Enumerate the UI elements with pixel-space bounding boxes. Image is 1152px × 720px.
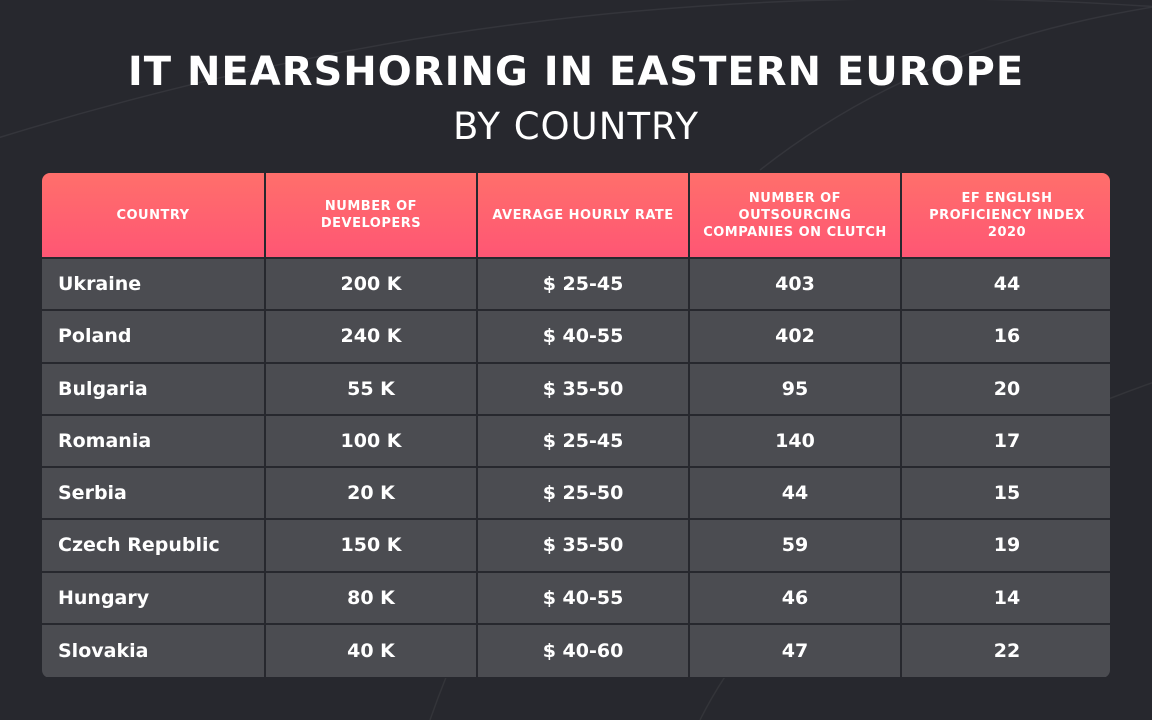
cell-english-index: 14: [902, 572, 1110, 625]
cell-developers: 55 K: [266, 363, 476, 416]
cell-outsourcing-companies: 44: [690, 468, 900, 521]
cell-developers: 20 K: [266, 468, 476, 521]
cell-hourly-rate: $ 25-45: [478, 259, 688, 312]
cell-english-index: 44: [902, 259, 1110, 312]
cell-country: Romania: [42, 415, 264, 468]
cell-hourly-rate: $ 35-50: [478, 363, 688, 416]
cell-english-index: 19: [902, 520, 1110, 573]
cell-hourly-rate: $ 40-55: [478, 311, 688, 364]
cell-english-index: 22: [902, 624, 1110, 677]
cell-country: Bulgaria: [42, 363, 264, 416]
cell-hourly-rate: $ 40-55: [478, 572, 688, 625]
column-header-english-index: EF ENGLISH PROFICIENCY INDEX 2020: [902, 173, 1110, 259]
cell-country: Poland: [42, 311, 264, 364]
cell-developers: 100 K: [266, 415, 476, 468]
cell-developers: 240 K: [266, 311, 476, 364]
column-header-developers: NUMBER OF DEVELOPERS: [266, 173, 476, 259]
cell-developers: 80 K: [266, 572, 476, 625]
cell-hourly-rate: $ 40-60: [478, 624, 688, 677]
cell-outsourcing-companies: 59: [690, 520, 900, 573]
cell-developers: 200 K: [266, 259, 476, 312]
cell-developers: 150 K: [266, 520, 476, 573]
cell-outsourcing-companies: 403: [690, 259, 900, 312]
column-header-hourly-rate: AVERAGE HOURLY RATE: [478, 173, 688, 259]
cell-country: Hungary: [42, 572, 264, 625]
cell-hourly-rate: $ 35-50: [478, 520, 688, 573]
column-header-outsourcing-companies: NUMBER OF OUTSOURCING COMPANIES ON CLUTC…: [690, 173, 900, 259]
cell-outsourcing-companies: 47: [690, 624, 900, 677]
cell-english-index: 15: [902, 468, 1110, 521]
column-header-country: COUNTRY: [42, 173, 264, 259]
cell-english-index: 20: [902, 363, 1110, 416]
cell-outsourcing-companies: 95: [690, 363, 900, 416]
cell-country: Czech Republic: [42, 520, 264, 573]
cell-english-index: 17: [902, 415, 1110, 468]
cell-outsourcing-companies: 46: [690, 572, 900, 625]
cell-country: Slovakia: [42, 624, 264, 677]
cell-country: Serbia: [42, 468, 264, 521]
cell-outsourcing-companies: 402: [690, 311, 900, 364]
cell-outsourcing-companies: 140: [690, 415, 900, 468]
cell-english-index: 16: [902, 311, 1110, 364]
page-subtitle: BY COUNTRY: [453, 105, 699, 148]
page-title: IT NEARSHORING IN EASTERN EUROPE: [127, 49, 1025, 95]
cell-developers: 40 K: [266, 624, 476, 677]
cell-hourly-rate: $ 25-45: [478, 415, 688, 468]
data-table: COUNTRY NUMBER OF DEVELOPERS AVERAGE HOU…: [42, 173, 1110, 678]
cell-country: Ukraine: [42, 259, 264, 312]
cell-hourly-rate: $ 25-50: [478, 468, 688, 521]
